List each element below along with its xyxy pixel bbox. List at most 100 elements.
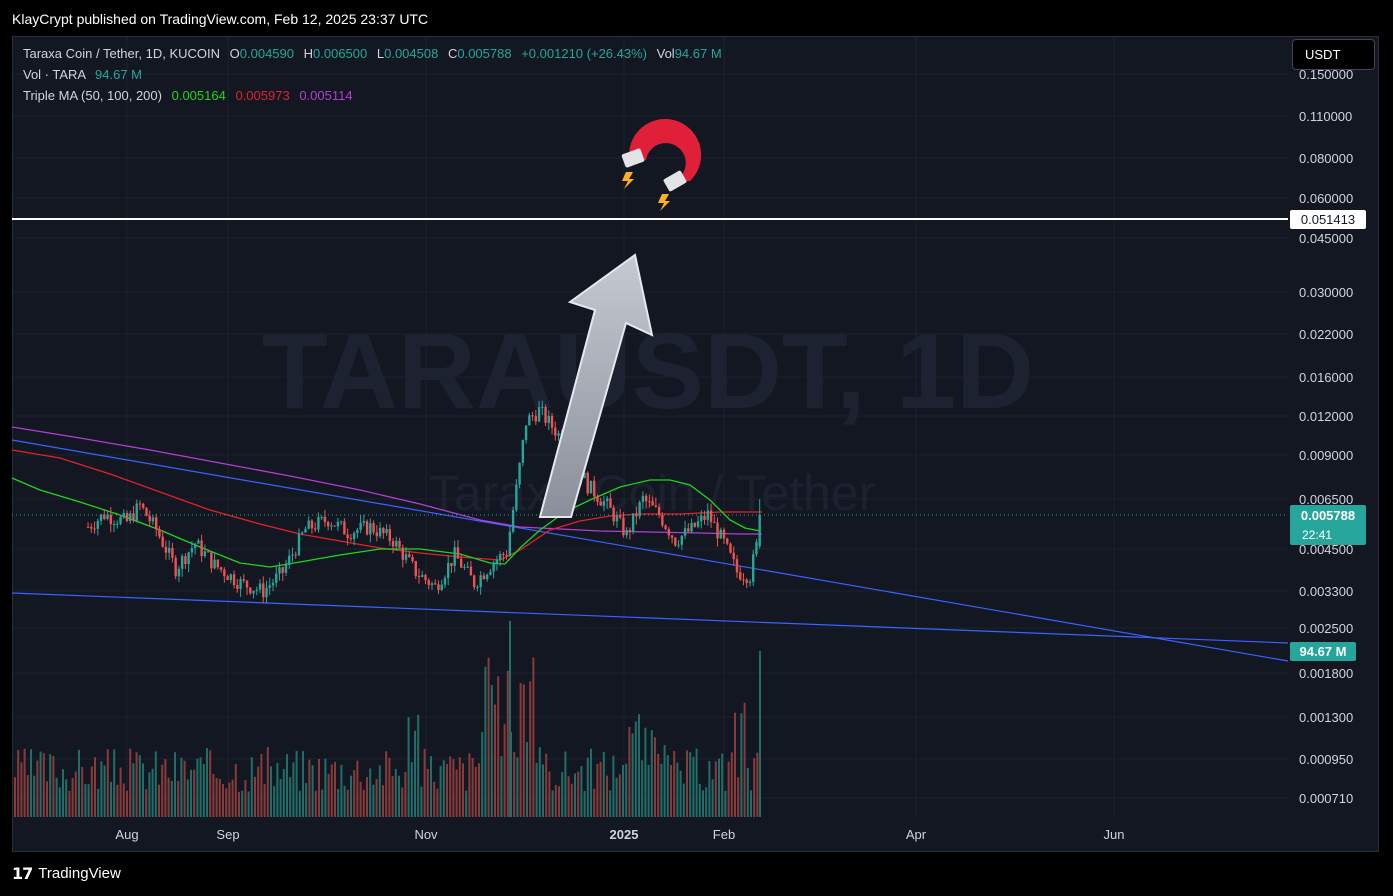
candle-body — [479, 575, 482, 587]
trendline-lower[interactable] — [11, 592, 1289, 644]
candle-body — [103, 514, 106, 519]
volume-bar — [593, 788, 596, 817]
volume-bar — [298, 790, 301, 817]
y-tick-label: 0.001300 — [1299, 710, 1353, 725]
volume-bar — [618, 774, 621, 817]
arrow-up-icon — [538, 253, 654, 518]
time-axis[interactable]: Aug Sep Nov 2025 Feb Apr Jun — [115, 827, 1124, 842]
volume-bar — [702, 790, 704, 817]
trendline-upper[interactable] — [11, 439, 1289, 662]
ma-label[interactable]: Triple MA (50, 100, 200) — [23, 88, 162, 103]
currency-button[interactable]: USDT — [1292, 39, 1375, 70]
volume-bar — [689, 752, 692, 817]
volume-bar — [734, 712, 736, 817]
candle-body — [758, 514, 761, 547]
candle-body — [414, 561, 417, 577]
volume-bar — [55, 777, 58, 817]
last-price-label: 0.005788 — [1301, 508, 1355, 523]
candle-body — [391, 540, 395, 547]
volume-bar — [180, 757, 183, 817]
candle-body — [109, 514, 112, 525]
candle-body — [508, 531, 512, 557]
candle-body — [206, 551, 210, 553]
volume-bar — [378, 765, 381, 817]
volume-bar — [126, 790, 128, 817]
change-value: +0.001210 (+26.43%) — [521, 46, 647, 61]
volume-bar — [682, 783, 685, 817]
candle-body — [142, 503, 145, 508]
volume-bar — [625, 763, 628, 817]
volume-bar — [471, 757, 474, 817]
volume-bar — [574, 773, 576, 817]
tradingview-logo[interactable]: 17 TradingView — [12, 864, 121, 883]
candle-body — [239, 579, 242, 590]
x-tick-label: Aug — [115, 827, 138, 842]
volume-bar — [455, 769, 458, 817]
volume-bar — [670, 764, 672, 817]
volume-bar — [580, 766, 583, 817]
volume-bar — [362, 789, 365, 817]
candle-body — [129, 513, 132, 521]
volume-bar — [366, 777, 368, 817]
candle-body — [596, 496, 599, 502]
volume-bar — [417, 714, 420, 817]
vol-value: 94.67 M — [674, 46, 722, 61]
volume-bar — [302, 751, 304, 817]
price-axis[interactable]: 0.150000 0.110000 0.080000 0.060000 0.045000… — [1299, 67, 1353, 806]
candle-body — [622, 517, 625, 536]
candle-body — [388, 529, 392, 541]
volume-bar — [487, 657, 490, 817]
y-tick-label: 0.080000 — [1299, 151, 1353, 166]
volume-bar — [452, 759, 455, 817]
volume-bar — [340, 764, 343, 817]
candle-body — [401, 547, 404, 560]
volume-bar — [698, 783, 701, 817]
volume-bar — [532, 657, 535, 817]
volume-bar — [247, 791, 250, 817]
ma-200-line — [11, 426, 762, 535]
volume-bar — [254, 776, 256, 817]
volume-bar — [542, 764, 544, 817]
candle-body — [641, 495, 645, 503]
candle-body — [447, 562, 450, 578]
volume-bar — [81, 766, 84, 817]
volume-bar — [436, 788, 439, 817]
ma200-value: 0.005114 — [299, 88, 353, 103]
candle-body — [252, 590, 255, 594]
symbol-name[interactable]: Taraxa Coin / Tether, 1D, KUCOIN — [23, 46, 221, 61]
volume-bar — [78, 749, 80, 817]
candle-body — [537, 407, 541, 422]
candle-body — [265, 587, 268, 598]
candle-body — [339, 521, 343, 523]
candle-body — [745, 579, 748, 583]
volume-bar — [721, 753, 724, 817]
volume-bar — [276, 762, 279, 817]
candle-body — [670, 535, 674, 538]
candle-body — [132, 513, 135, 521]
volume-bar — [590, 748, 592, 817]
volume-bar — [586, 757, 589, 817]
grid-horizontal — [12, 73, 1288, 799]
volume-bar — [644, 727, 647, 817]
volume-bar — [260, 754, 263, 817]
candle-body — [317, 517, 320, 530]
volume-bar — [122, 783, 125, 817]
volume-series-label[interactable]: Vol · TARA — [23, 67, 86, 82]
candle-body — [482, 575, 486, 580]
volume-bar — [615, 777, 618, 817]
volume-bar — [663, 745, 666, 817]
volume-bar — [730, 752, 733, 817]
volume-bar — [87, 784, 90, 817]
publisher-bar: KlayCrypt published on TradingView.com, … — [0, 0, 1393, 36]
y-tick-label: 0.003300 — [1299, 584, 1353, 599]
candle-body — [167, 547, 171, 553]
candle-body — [541, 407, 544, 409]
candle-body — [557, 433, 560, 436]
candle-body — [450, 562, 453, 566]
volume-bar — [465, 790, 468, 817]
candle-body — [459, 558, 463, 568]
grid-vertical — [126, 37, 1115, 816]
candle-body — [398, 540, 401, 548]
candle-body — [521, 440, 525, 463]
